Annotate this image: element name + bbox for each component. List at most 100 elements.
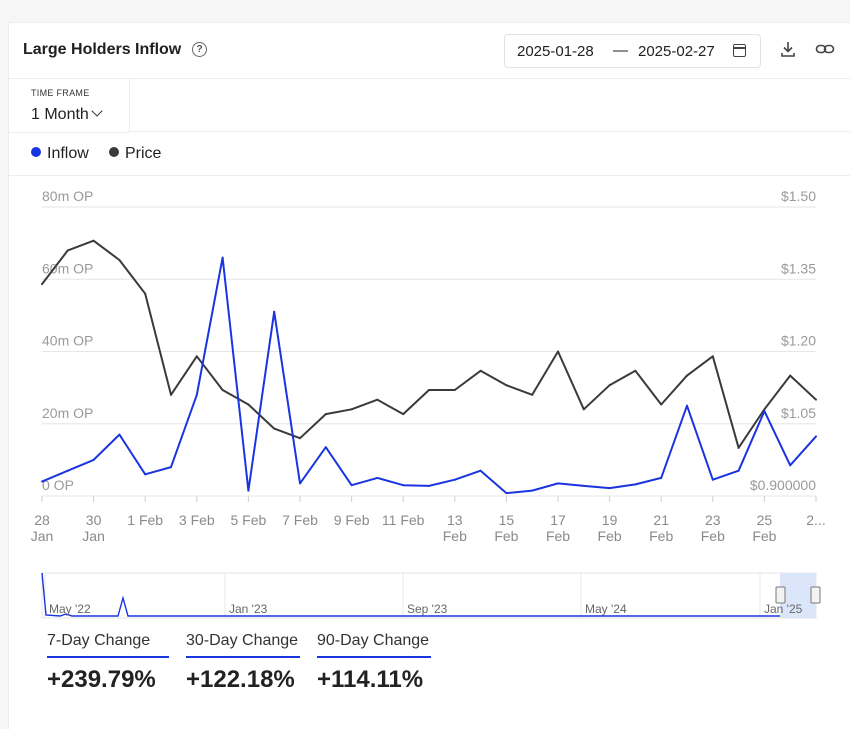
timeframe-value: 1 Month: [31, 106, 89, 123]
inflow-data-point: [505, 492, 508, 495]
x-tick-label-line: 17: [550, 512, 566, 528]
x-tick-label: 13 Feb: [443, 512, 467, 544]
price-data-point: [402, 413, 405, 416]
x-tick-label-line: Feb: [649, 528, 673, 544]
x-tick-label: 15 Feb: [494, 512, 518, 544]
x-tick-label-line: Jan: [31, 528, 54, 544]
inflow-data-point: [402, 484, 405, 487]
x-tick-label: 11 Feb: [382, 512, 425, 528]
time-navigator[interactable]: May '22 Jan '23 Sep '23 May '24 Jan '25: [0, 570, 850, 630]
inflow-data-point: [376, 476, 379, 479]
timeframe-selector[interactable]: TIME FRAME 1 Month: [9, 79, 130, 133]
x-tick-label-line: Feb: [494, 528, 518, 544]
price-data-point: [299, 437, 301, 440]
price-data-point: [66, 249, 69, 252]
price-data-point: [273, 427, 276, 430]
date-start: 2025-01-28: [517, 43, 594, 60]
stat-label-7-day: 7-Day Change: [47, 632, 169, 658]
download-icon[interactable]: [778, 40, 798, 60]
chart-plot: 0 OP 20m OP 40m OP 60m OP 80m OP $0.900000 $1…: [31, 188, 826, 544]
inflow-data-point: [815, 435, 817, 438]
inflow-data-point: [350, 484, 353, 487]
card-header: Large Holders Inflow ? 2025-01-28 — 2025…: [9, 23, 850, 79]
x-tick-label-line: 1 Feb: [127, 512, 163, 528]
x-tick-label-line: 5 Feb: [230, 512, 266, 528]
stat-value-30-day: +122.18%: [186, 666, 295, 693]
inflow-data-point: [634, 483, 637, 486]
x-tick-label-line: Jan: [82, 528, 105, 544]
inflow-data-point: [428, 484, 430, 487]
x-tick-label: 17 Feb: [546, 512, 570, 544]
x-tick-label: 19 Feb: [598, 512, 622, 544]
price-data-point: [737, 446, 740, 449]
legend: Inflow Price: [9, 133, 850, 176]
x-tick-label: 3 Feb: [179, 512, 215, 528]
legend-dot-price: [109, 147, 119, 157]
inflow-data-point: [711, 478, 714, 481]
x-tick-label-line: 28: [34, 512, 50, 528]
price-data-point: [170, 393, 172, 396]
legend-item-inflow[interactable]: Inflow: [31, 145, 89, 163]
inflow-series-line: [41, 256, 817, 495]
price-data-point: [479, 369, 482, 372]
navigator-handle-right[interactable]: [810, 586, 821, 604]
x-tick-label-line: 3 Feb: [179, 512, 215, 528]
calendar-icon[interactable]: [733, 44, 746, 57]
date-range-picker[interactable]: 2025-01-28 — 2025-02-27: [504, 34, 761, 68]
inflow-data-point: [221, 256, 224, 259]
navigator-label: Sep '23: [407, 602, 448, 616]
price-data-point: [324, 413, 327, 416]
inflow-data-point: [763, 410, 766, 413]
navigator-label: Jan '23: [229, 602, 268, 616]
x-tick-label: 28 Jan: [31, 512, 54, 544]
inflow-data-point: [299, 482, 301, 485]
x-tick-label-line: Feb: [443, 528, 467, 544]
price-data-point: [505, 384, 508, 387]
inflow-data-point: [118, 433, 121, 436]
price-data-point: [376, 398, 379, 401]
inflow-data-point: [531, 489, 534, 492]
navigator-label: Jan '25: [764, 602, 803, 616]
y-left-tick-label: 0 OP: [42, 477, 74, 493]
x-tick-label: 23 Feb: [701, 512, 725, 544]
price-data-point: [221, 389, 224, 392]
inflow-data-point: [479, 469, 482, 472]
price-data-point: [428, 389, 430, 392]
help-icon[interactable]: ?: [192, 42, 207, 57]
legend-label-inflow: Inflow: [47, 145, 89, 162]
x-tick-label-line: 23: [705, 512, 721, 528]
inflow-data-point: [686, 404, 688, 407]
navigator-selection[interactable]: [780, 573, 816, 618]
inflow-data-point: [92, 458, 95, 461]
price-data-point: [247, 403, 250, 406]
chart-title: Large Holders Inflow: [23, 41, 182, 58]
date-end: 2025-02-27: [638, 43, 715, 60]
x-tick-label: 9 Feb: [334, 512, 370, 528]
navigator-handle-left[interactable]: [775, 586, 786, 604]
stat-label-30-day: 30-Day Change: [186, 632, 300, 658]
x-tick-label: 21 Feb: [649, 512, 673, 544]
price-data-point: [350, 408, 353, 411]
legend-label-price: Price: [125, 145, 162, 162]
price-data-point: [660, 403, 663, 406]
inflow-data-point: [273, 310, 276, 313]
x-tick-label-line: 19: [602, 512, 618, 528]
legend-item-price[interactable]: Price: [109, 145, 161, 163]
link-icon[interactable]: [815, 40, 835, 60]
date-separator: —: [613, 42, 628, 59]
x-tick-label-line: 21: [653, 512, 669, 528]
inflow-data-point: [144, 473, 147, 476]
navigator-label: May '24: [585, 602, 627, 616]
price-data-point: [686, 374, 688, 377]
y-left-tick-label: 40m OP: [42, 333, 93, 349]
stat-value-90-day: +114.11%: [317, 666, 424, 693]
x-tick-label-line: 13: [447, 512, 463, 528]
price-data-point: [118, 258, 121, 261]
price-data-point: [41, 283, 43, 286]
stat-7-day: 7-Day Change +239.79%: [47, 632, 169, 694]
x-tick-label-line: 30: [86, 512, 102, 528]
x-tick-label-line: 2...: [806, 512, 825, 528]
inflow-data-point: [660, 476, 663, 479]
legend-dot-inflow: [31, 147, 41, 157]
x-tick-label-line: 9 Feb: [334, 512, 370, 528]
